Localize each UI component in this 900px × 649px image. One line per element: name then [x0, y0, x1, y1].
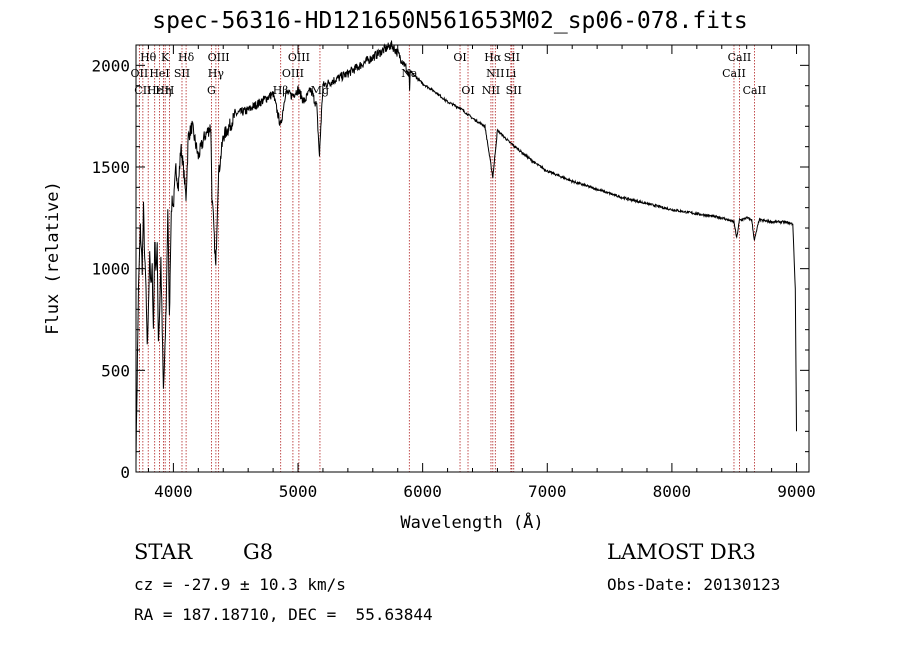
object-class: STAR [134, 540, 193, 564]
line-label-14: OIII [282, 67, 304, 80]
line-label-28: CaII [743, 84, 767, 97]
line-label-21: NII [486, 67, 504, 80]
y-tick-label-0: 0 [120, 463, 130, 482]
y-tick-label-2: 1000 [91, 260, 130, 279]
plot-frame [135, 44, 810, 473]
line-label-23: SII [504, 51, 520, 64]
y-tick-label-3: 1500 [91, 158, 130, 177]
line-label-5: K [161, 51, 170, 64]
line-label-4: HeI [149, 67, 169, 80]
line-label-12: G [207, 84, 216, 97]
line-label-19: OI [461, 84, 474, 97]
x-tick-label-3: 7000 [528, 482, 567, 501]
y-axis: 0 500 1000 1500 2000 [91, 44, 809, 482]
x-tick-label-4: 8000 [653, 482, 692, 501]
line-label-16: Mg [311, 84, 329, 97]
x-tick-label-0: 4000 [154, 482, 193, 501]
chart-title: spec-56316-HD121650N561653M02_sp06-078.f… [152, 8, 748, 34]
x-tick-label-1: 5000 [279, 482, 318, 501]
line-label-27: CaII [722, 67, 746, 80]
line-label-2: CII [134, 84, 151, 97]
line-label-9: Hδ [178, 51, 195, 64]
line-label-13: Hβ [273, 84, 289, 97]
y-tick-label-4: 2000 [91, 56, 130, 75]
spectral-line-markers [138, 45, 755, 472]
line-label-7: H [165, 84, 175, 97]
x-axis: 4000 5000 6000 7000 8000 9000 [147, 45, 816, 501]
x-axis-title: Wavelength (Å) [400, 511, 543, 533]
line-label-24: Li [505, 67, 516, 80]
line-label-8: SII [174, 67, 190, 80]
line-label-11: Hγ [208, 67, 225, 80]
line-label-0: Hθ [140, 51, 157, 64]
line-label-15: OIII [288, 51, 310, 64]
line-label-6: Hη [155, 84, 171, 97]
line-label-3: Hε [147, 84, 163, 97]
survey-name: LAMOST DR3 [607, 540, 756, 564]
line-label-26: CaII [728, 51, 752, 64]
object-subclass: G8 [243, 540, 274, 564]
coordinates: RA = 187.18710, DEC = 55.63844 [134, 605, 433, 624]
x-tick-label-5: 9000 [777, 482, 816, 501]
line-label-20: Hα [484, 51, 502, 64]
line-label-22: NII [482, 84, 500, 97]
line-label-18: OI [453, 51, 466, 64]
x-tick-label-2: 6000 [403, 482, 442, 501]
observation-date: Obs-Date: 20130123 [607, 575, 781, 594]
y-tick-label-1: 500 [101, 361, 130, 380]
spectrum-series-line [135, 40, 797, 463]
line-label-25: SII [506, 84, 522, 97]
line-label-10: OIII [208, 51, 230, 64]
redshift-velocity: cz = -27.9 ± 10.3 km/s [134, 575, 346, 594]
y-axis-title: Flux (relative) [43, 181, 63, 335]
line-label-1: OII [131, 67, 149, 80]
